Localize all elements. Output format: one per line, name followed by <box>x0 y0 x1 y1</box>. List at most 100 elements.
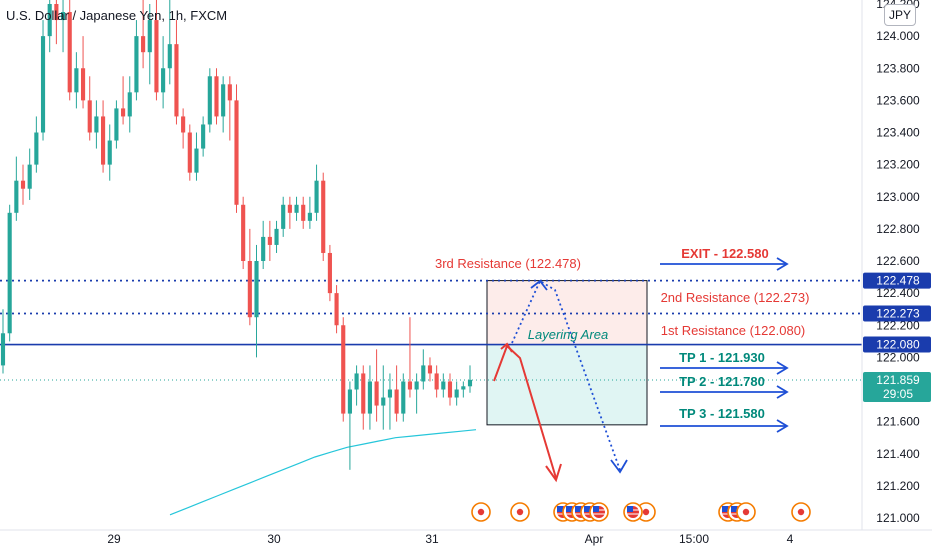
candle-body <box>294 204 299 213</box>
price-tick-label: 123.800 <box>876 61 920 75</box>
projection-arrows-layer <box>493 279 628 483</box>
resistance-3-label: 3rd Resistance (122.478) <box>435 256 581 271</box>
tp1-arrow-head <box>776 361 789 375</box>
candle-body <box>461 386 466 390</box>
candle-body <box>207 76 212 125</box>
price-tick-label: 121.400 <box>876 447 920 461</box>
event-marker-icon[interactable] <box>791 502 811 522</box>
economic-events-layer[interactable] <box>471 502 811 522</box>
candle-body <box>134 36 139 93</box>
tp2-arrow-head <box>776 385 789 399</box>
time-tick-label: 29 <box>107 532 121 546</box>
tp2-label: TP 2 - 121.780 <box>679 374 765 389</box>
candle-body <box>0 333 6 366</box>
candle-body <box>314 180 319 213</box>
level-price-badge <box>863 336 931 353</box>
candle-body <box>127 92 132 117</box>
candle-body <box>254 261 259 318</box>
candle-body <box>421 365 426 382</box>
event-marker-icon[interactable] <box>736 502 756 522</box>
us-flag-event-icon[interactable] <box>623 502 643 522</box>
price-tick-label: 121.000 <box>876 511 920 525</box>
event-dot <box>642 508 650 516</box>
candle-body <box>321 180 326 253</box>
moving-average-layer <box>169 429 477 516</box>
zones-layer <box>486 280 648 426</box>
flag-canton <box>575 506 581 512</box>
candle-body <box>201 124 206 149</box>
candle-body <box>427 365 433 374</box>
candle-body <box>181 116 186 133</box>
candle-body <box>401 381 406 414</box>
level-price-badge <box>863 272 931 289</box>
us-flag-event-icon[interactable] <box>589 502 609 522</box>
candle-body <box>47 4 52 37</box>
time-tick-label: Apr <box>585 532 604 546</box>
candle-body <box>274 228 279 245</box>
blue-projection-path <box>511 279 621 471</box>
candle-body <box>467 379 473 387</box>
price-tick-label: 124.000 <box>876 29 920 43</box>
candle-body <box>301 204 306 221</box>
current-price-badge <box>863 372 931 403</box>
candle-countdown: 29:05 <box>883 387 913 401</box>
candle-body <box>241 204 246 261</box>
candle-body <box>80 68 86 101</box>
candle-body <box>374 381 379 406</box>
flag-canton <box>584 506 590 512</box>
event-marker-icon[interactable] <box>471 502 491 522</box>
red-arrowhead <box>545 463 562 483</box>
candle-body <box>234 100 239 205</box>
candle-body <box>174 44 179 117</box>
moving-average-line <box>169 429 477 516</box>
candle-body <box>20 180 26 189</box>
level-price-badge <box>863 305 931 322</box>
candle-body <box>121 108 126 117</box>
price-tick-label: 122.600 <box>876 254 920 268</box>
candle-body <box>161 68 166 93</box>
event-marker-icon[interactable] <box>510 502 530 522</box>
price-tick-label: 123.000 <box>876 190 920 204</box>
time-tick-label: 4 <box>787 532 794 546</box>
level-lines-layer <box>0 279 862 381</box>
candle-body <box>341 325 346 414</box>
event-dot <box>516 508 524 516</box>
time-tick-label: 31 <box>425 532 439 546</box>
exit-label: EXIT - 122.580 <box>681 246 768 261</box>
event-dot <box>477 508 485 516</box>
candle-body <box>347 389 352 414</box>
candle-body <box>227 84 232 101</box>
candle-body <box>394 389 399 414</box>
tp3-label: TP 3 - 121.580 <box>679 406 765 421</box>
candle-body <box>187 132 192 173</box>
tp1-label: TP 1 - 121.930 <box>679 350 765 365</box>
candle-body <box>40 36 46 133</box>
candle-body <box>87 100 92 133</box>
resistance-zone <box>487 280 647 345</box>
price-tick-label: 122.800 <box>876 222 920 236</box>
candle-body <box>101 116 106 165</box>
candle-body <box>221 84 226 117</box>
flag-canton <box>627 506 633 512</box>
candle-body <box>381 397 386 406</box>
currency-badge[interactable]: JPY <box>884 4 916 26</box>
candle-body <box>14 180 19 213</box>
zone-outline <box>486 280 648 426</box>
candle-body <box>414 381 419 390</box>
price-tick-label: 122.200 <box>876 318 920 332</box>
flag-canton <box>722 506 728 512</box>
candle-body <box>267 236 272 245</box>
candle-body <box>60 12 66 21</box>
event-dot <box>742 508 750 516</box>
candle-body <box>261 236 266 261</box>
candle-body <box>214 76 219 117</box>
exit-arrow-head <box>776 257 789 271</box>
candle-body <box>147 20 152 53</box>
candle-body <box>27 164 32 189</box>
flag-canton <box>557 506 563 512</box>
time-axis[interactable]: 29 30 31 Apr 15:00 4 <box>0 529 932 546</box>
time-tick-label: 15:00 <box>679 532 709 546</box>
candle-body <box>334 293 339 326</box>
